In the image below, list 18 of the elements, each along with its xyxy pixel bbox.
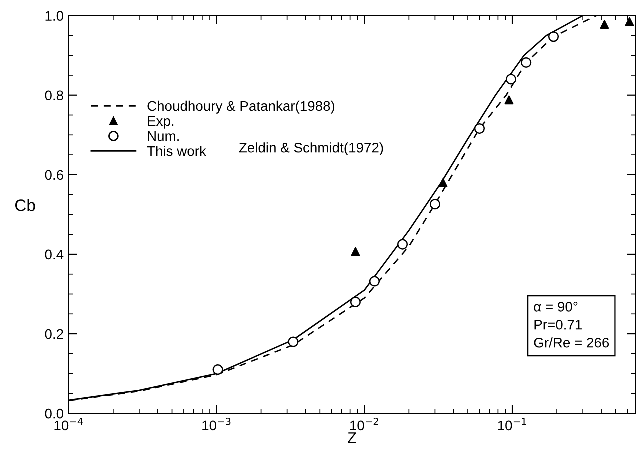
y-tick-label: 0.2 — [45, 329, 64, 340]
legend-label: Num. — [148, 132, 179, 142]
x-axis-title: Z — [348, 432, 356, 444]
y-tick-label: 0.4 — [45, 250, 64, 260]
y-tick-label: 1.0 — [46, 11, 64, 21]
y-tick-label: 0.6 — [45, 170, 64, 180]
y-axis-title: Cb — [15, 199, 36, 212]
x-tick-label: 10$^{−1}$ — [498, 418, 526, 431]
legend-label: This work — [147, 146, 206, 156]
legend-label: Choudhoury & Patankar(1988) — [148, 100, 335, 114]
annotation: α = 90° Pr=0.71 Gr/Re = 266 — [534, 302, 610, 348]
y-tick-label: 0.8 — [45, 90, 64, 101]
x-tick-label: 10$^{−4}$ — [54, 418, 84, 431]
x-tick-label: 10$^{−2}$ — [350, 418, 378, 431]
y-tick-label: 0.0 — [45, 408, 64, 419]
annotation: Zeldin & Schmidt(1972) — [239, 142, 384, 156]
legend-label: Exp. — [148, 116, 174, 129]
x-tick-label: 10$^{−3}$ — [202, 418, 231, 431]
